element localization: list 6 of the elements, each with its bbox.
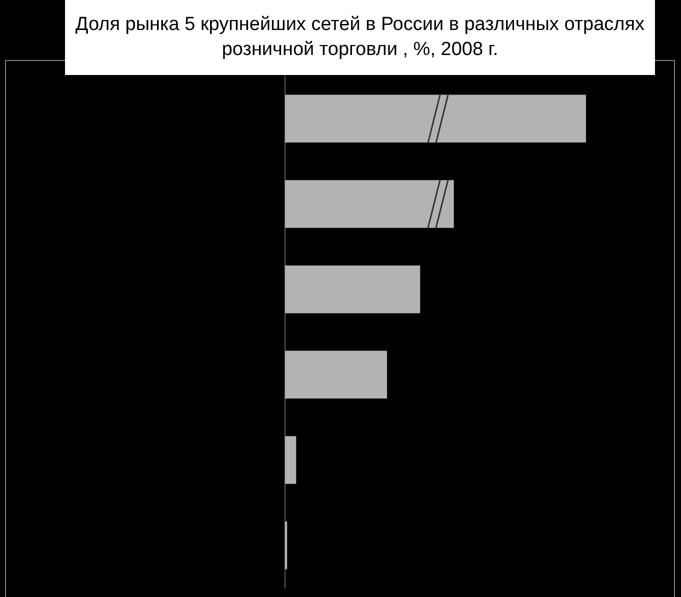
bar xyxy=(285,265,420,314)
bar xyxy=(285,94,586,143)
bar xyxy=(285,180,454,228)
bar xyxy=(285,350,388,399)
bar xyxy=(285,436,296,484)
chart-title: Доля рынка 5 крупнейших сетей в России в различных отраслях розничной торговли , %, 2008 г. xyxy=(65,0,655,75)
